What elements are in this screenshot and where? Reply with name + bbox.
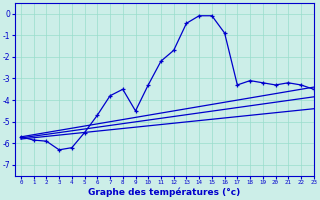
X-axis label: Graphe des températures (°c): Graphe des températures (°c) bbox=[88, 188, 240, 197]
